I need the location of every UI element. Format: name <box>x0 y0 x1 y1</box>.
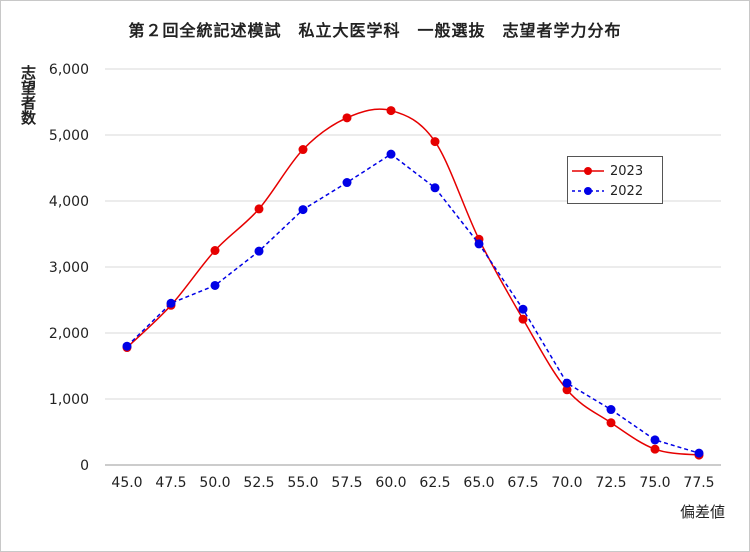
x-axis-label: 偏差値 <box>679 503 725 521</box>
x-tick-label-3: 52.5 <box>243 475 274 491</box>
data-point-2022-60.0 <box>386 149 396 159</box>
data-point-2022-47.5 <box>166 298 176 308</box>
data-point-2022-75.0 <box>650 435 660 445</box>
data-point-2022-57.5 <box>342 178 352 188</box>
data-point-2023-50.0 <box>210 246 220 255</box>
legend-marker-2023 <box>572 167 604 175</box>
y-tick-label-6: 6,000 <box>49 62 89 78</box>
x-tick-label-9: 67.5 <box>507 475 538 491</box>
data-point-2023-72.5 <box>606 418 616 428</box>
x-tick-label-8: 65.0 <box>463 475 494 491</box>
x-tick-label-7: 62.5 <box>419 475 450 491</box>
data-point-2022-62.5 <box>430 183 440 193</box>
series-line-2023 <box>126 108 700 456</box>
x-tick-label-5: 57.5 <box>331 475 362 491</box>
data-point-2022-67.5 <box>518 304 528 314</box>
data-point-2023-62.5 <box>430 137 440 147</box>
data-point-2023-60.0 <box>386 106 396 116</box>
y-tick-label-5: 5,000 <box>49 128 89 144</box>
x-tick-label-10: 70.0 <box>551 475 582 491</box>
y-axis-label: 志望者数 <box>19 65 37 125</box>
legend: 2023 2022 <box>567 156 663 204</box>
data-point-2022-52.5 <box>254 246 264 256</box>
y-tick-label-1: 1,000 <box>49 392 89 408</box>
x-tick-label-1: 47.5 <box>155 475 186 491</box>
x-tick-label-12: 75.0 <box>639 475 670 491</box>
x-tick-label-13: 77.5 <box>683 475 714 491</box>
data-point-2022-77.5 <box>694 448 704 458</box>
y-tick-label-0: 0 <box>80 458 89 474</box>
data-point-2022-72.5 <box>606 405 616 415</box>
x-tick-label-0: 45.0 <box>111 475 142 491</box>
data-point-2022-55.0 <box>298 205 308 215</box>
data-point-2023-52.5 <box>254 204 264 214</box>
legend-item-2022: 2022 <box>572 183 643 199</box>
data-point-2022-65.0 <box>474 239 484 249</box>
legend-item-2023: 2023 <box>572 163 643 179</box>
data-point-2023-75.0 <box>650 444 660 454</box>
data-point-2023-55.0 <box>298 145 308 155</box>
y-tick-label-2: 2,000 <box>49 326 89 342</box>
data-point-2023-70.0 <box>562 385 572 395</box>
data-point-2022-70.0 <box>562 378 572 388</box>
legend-label-2022: 2022 <box>610 183 644 199</box>
x-tick-label-4: 55.0 <box>287 475 318 491</box>
data-point-2023-57.5 <box>342 113 352 123</box>
y-tick-label-3: 3,000 <box>49 260 89 276</box>
x-tick-label-11: 72.5 <box>595 475 626 491</box>
legend-marker-2022 <box>572 187 604 195</box>
data-point-2022-45.0 <box>122 341 132 351</box>
x-tick-label-2: 50.0 <box>199 475 230 491</box>
x-tick-label-6: 60.0 <box>375 475 406 491</box>
y-tick-label-4: 4,000 <box>49 194 89 210</box>
chart-title: 第２回全統記述模試 私立大医学科 一般選抜 志望者学力分布 <box>128 21 622 40</box>
data-point-2022-50.0 <box>210 280 220 290</box>
data-point-2023-67.5 <box>518 314 528 324</box>
legend-label-2023: 2023 <box>610 163 644 179</box>
